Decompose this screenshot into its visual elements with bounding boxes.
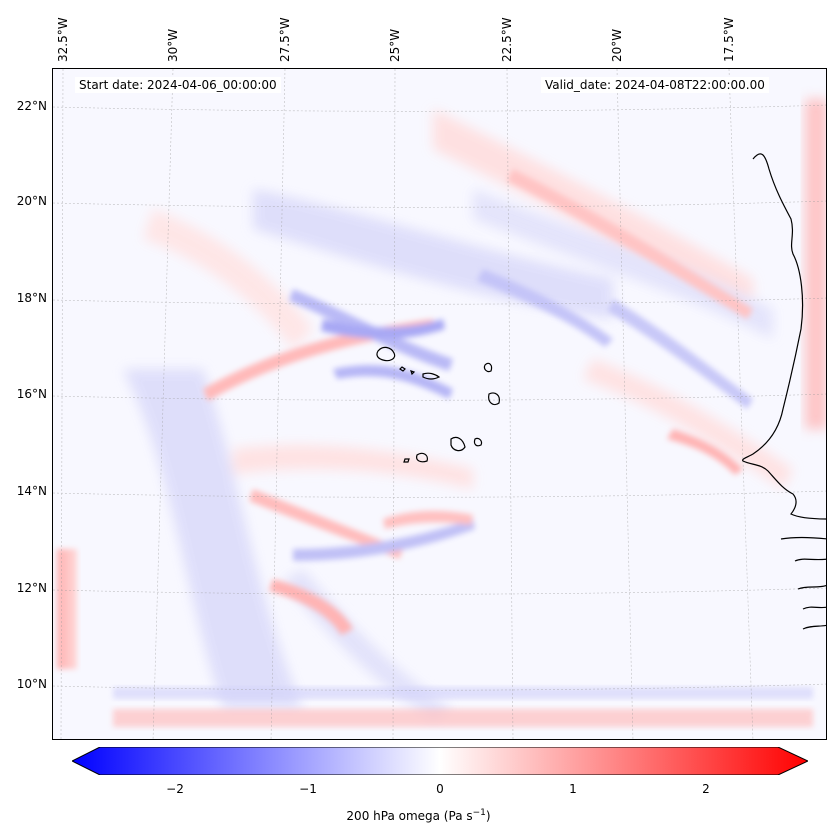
colorbar-label: 200 hPa omega (Pa s−1) (346, 808, 491, 823)
lon-label-17.5W: 17.5°W (722, 17, 736, 62)
colorbar-tick-minus1: −1 (299, 782, 317, 796)
valid-date-label: Valid_date: 2024-04-08T22:00:00.00 (541, 77, 769, 93)
lon-label-32.5W: 32.5°W (56, 17, 70, 62)
graticule (53, 69, 826, 739)
lat-label-14N: 14°N (16, 484, 47, 498)
lon-label-22.5W: 22.5°W (500, 17, 514, 62)
lon-label-27.5W: 27.5°W (278, 17, 292, 62)
start-date-label: Start date: 2024-04-06_00:00:00 (75, 77, 281, 93)
lat-label-22N: 22°N (16, 99, 47, 113)
colorbar-tick-1: 1 (569, 782, 577, 796)
lat-label-16N: 16°N (16, 387, 47, 401)
omega-contours (57, 99, 826, 727)
lat-label-20N: 20°N (16, 194, 47, 208)
lon-label-20W: 20°W (610, 28, 624, 62)
lon-label-30W: 30°W (166, 28, 180, 62)
lat-label-12N: 12°N (16, 581, 47, 595)
lat-label-10N: 10°N (16, 677, 47, 691)
lat-label-18N: 18°N (16, 291, 47, 305)
lon-label-25W: 25°W (388, 28, 402, 62)
colorbar-ramp (72, 747, 808, 775)
colorbar-tick-2: 2 (702, 782, 710, 796)
colorbar-tick-minus2: −2 (166, 782, 184, 796)
coastline (376, 153, 826, 630)
colorbar (72, 747, 808, 775)
omega-map (52, 68, 827, 740)
omega-field (53, 69, 826, 739)
colorbar-tick-0: 0 (436, 782, 444, 796)
